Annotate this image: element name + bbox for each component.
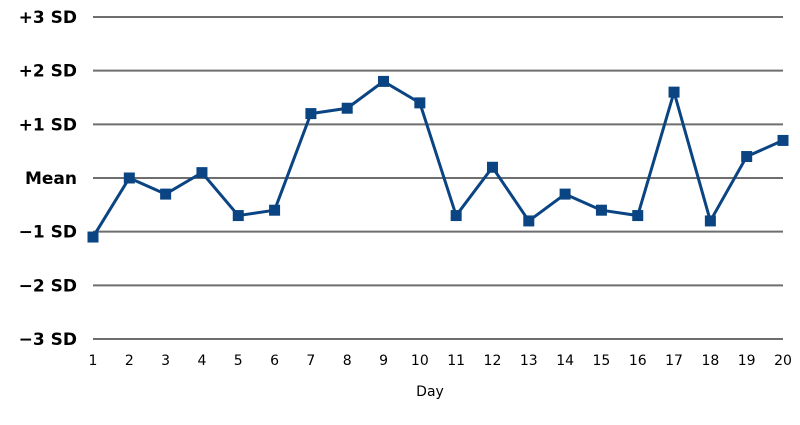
x-tick-label: 3 [161,353,170,369]
x-tick-label: 15 [593,353,611,369]
data-point [341,102,353,114]
x-tick-label: 12 [484,353,502,369]
x-axis-label: Day [416,384,444,400]
data-point [450,210,462,222]
data-point [777,134,789,146]
data-point [232,210,244,222]
series-line [91,79,784,238]
x-tick-label: 13 [520,353,538,369]
x-tick-label: 4 [197,353,206,369]
x-tick-label: 10 [411,353,429,369]
x-tick-label: 17 [665,353,683,369]
y-tick-labels: +3 SD +2 SD +1 SD Mean −1 SD −2 SD −3 SD [19,8,77,350]
x-tick-label: 1 [89,353,98,369]
data-point [269,204,281,216]
x-tick-label: 20 [774,353,792,369]
x-tick-label: 11 [447,353,465,369]
data-point [87,231,99,243]
x-tick-labels: 1 2 3 4 5 6 7 8 9 10 11 12 13 14 15 16 17 18 19 20 [89,353,792,369]
x-tick-label: 18 [701,353,719,369]
data-point [160,188,172,200]
x-tick-label: 6 [270,353,279,369]
data-point [523,215,535,227]
series-group [87,75,789,243]
data-point [559,188,571,200]
y-tick-label: −1 SD [19,223,77,243]
data-point [378,75,390,87]
data-point [668,86,680,98]
x-tick-label: 7 [306,353,315,369]
x-tick-label: 16 [629,353,647,369]
x-tick-label: 5 [234,353,243,369]
data-point [632,210,644,222]
x-tick-label: 9 [379,353,388,369]
data-point [305,108,317,120]
x-tick-label: 14 [556,353,574,369]
x-tick-label: 2 [125,353,134,369]
y-tick-label: +1 SD [19,115,77,135]
data-point [704,215,716,227]
data-point [123,172,135,184]
x-tick-label: 8 [343,353,352,369]
data-point [486,161,498,173]
y-tick-label: +3 SD [19,8,77,28]
y-tick-label: +2 SD [19,62,77,82]
data-point [414,97,426,109]
data-point [595,204,607,216]
y-tick-label: Mean [25,169,77,189]
data-point [196,167,208,179]
x-tick-label: 19 [738,353,756,369]
y-tick-label: −3 SD [19,330,77,350]
y-tick-label: −2 SD [19,276,77,296]
data-point [741,151,753,163]
